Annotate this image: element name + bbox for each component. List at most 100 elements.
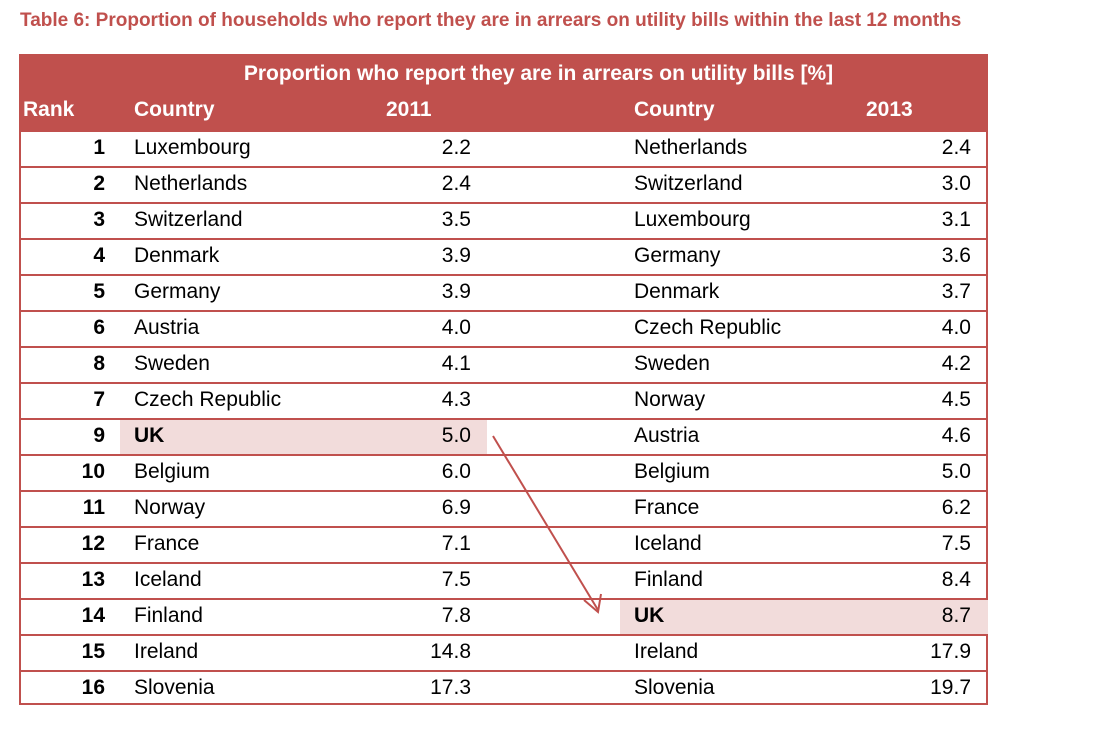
table-row: 9 UK 5.0 Austria 4.6: [21, 418, 986, 454]
value-2011-cell: 4.1: [441, 352, 471, 375]
rank-cell: 3: [93, 208, 105, 231]
country-2013-cell: Luxembourg: [634, 208, 751, 231]
country-2013-cell: Finland: [634, 568, 703, 591]
table-row: 15 Ireland 14.8 Ireland 17.9: [21, 634, 986, 670]
value-2013-cell: 19.7: [930, 676, 971, 699]
header-year-2011: 2011: [386, 98, 432, 121]
rank-cell: 4: [93, 244, 105, 267]
value-2013-cell: 2.4: [941, 136, 971, 159]
rank-cell: 5: [93, 280, 105, 303]
country-2013-cell: Sweden: [634, 352, 710, 375]
country-2013-cell: Netherlands: [634, 136, 748, 159]
value-2011-cell: 7.1: [441, 532, 471, 555]
country-2011-cell: Norway: [134, 496, 206, 519]
value-2013-cell: 8.7: [941, 604, 971, 627]
country-2011-cell: Switzerland: [134, 208, 243, 231]
value-2013-cell: 3.6: [941, 244, 971, 267]
header-title: Proportion who report they are in arrear…: [243, 62, 834, 85]
header-rank: Rank: [23, 98, 75, 121]
country-2011-cell: Iceland: [134, 568, 202, 591]
rank-cell: 7: [93, 388, 105, 411]
country-2011-cell: France: [134, 532, 200, 555]
value-2013-cell: 8.4: [941, 568, 971, 591]
rank-cell: 6: [93, 316, 105, 339]
value-2013-cell: 3.0: [941, 172, 971, 195]
table-row: 12 France 7.1 Iceland 7.5: [21, 526, 986, 562]
country-2011-cell: Finland: [134, 604, 203, 627]
country-2011-cell: UK: [134, 424, 165, 447]
table-row: 4 Denmark 3.9 Germany 3.6: [21, 238, 986, 274]
value-2011-cell: 2.2: [441, 136, 471, 159]
value-2011-cell: 3.9: [441, 244, 471, 267]
value-2013-cell: 3.1: [941, 208, 971, 231]
value-2011-cell: 7.5: [441, 568, 471, 591]
table-row: 7 Czech Republic 4.3 Norway 4.5: [21, 382, 986, 418]
rank-cell: 2: [93, 172, 105, 195]
value-2011-cell: 3.9: [441, 280, 471, 303]
table-row: 5 Germany 3.9 Denmark 3.7: [21, 274, 986, 310]
value-2013-cell: 4.6: [941, 424, 971, 447]
value-2011-cell: 5.0: [441, 424, 471, 447]
rank-cell: 15: [81, 640, 105, 663]
country-2011-cell: Ireland: [134, 640, 199, 663]
header-year-2013: 2013: [866, 98, 913, 121]
country-2013-cell: Iceland: [634, 532, 702, 555]
country-2011-cell: Czech Republic: [134, 388, 282, 411]
table-row: 16 Slovenia 17.3 Slovenia 19.7: [21, 670, 986, 706]
value-2013-cell: 7.5: [941, 532, 971, 555]
value-2013-cell: 17.9: [930, 640, 971, 663]
value-2011-cell: 6.9: [441, 496, 471, 519]
table-header: Proportion who report they are in arrear…: [21, 56, 986, 130]
rank-cell: 12: [81, 532, 105, 555]
rank-cell: 8: [93, 352, 105, 375]
table-row: 1 Luxembourg 2.2 Netherlands 2.4: [21, 130, 986, 166]
value-2011-cell: 3.5: [441, 208, 471, 231]
value-2013-cell: 6.2: [941, 496, 971, 519]
value-2013-cell: 3.7: [941, 280, 971, 303]
country-2013-cell: UK: [634, 604, 665, 627]
table-row: 8 Sweden 4.1 Sweden 4.2: [21, 346, 986, 382]
country-2013-cell: Norway: [634, 388, 706, 411]
table-row: 6 Austria 4.0 Czech Republic 4.0: [21, 310, 986, 346]
ranking-table: Proportion who report they are in arrear…: [19, 54, 988, 705]
rank-cell: 9: [93, 424, 105, 447]
value-2011-cell: 4.3: [441, 388, 471, 411]
country-2013-cell: Switzerland: [634, 172, 743, 195]
highlight-2013: [620, 600, 988, 634]
country-2011-cell: Netherlands: [134, 172, 248, 195]
highlight-2011: [120, 420, 487, 454]
header-country-2013: Country: [634, 98, 715, 121]
country-2013-cell: Belgium: [634, 460, 710, 483]
rank-cell: 16: [81, 676, 105, 699]
rank-cell: 1: [93, 136, 105, 159]
table-row: 11 Norway 6.9 France 6.2: [21, 490, 986, 526]
country-2013-cell: France: [634, 496, 700, 519]
country-2013-cell: Denmark: [634, 280, 720, 303]
header-country-2011: Country: [134, 98, 215, 121]
table-row: 3 Switzerland 3.5 Luxembourg 3.1: [21, 202, 986, 238]
rank-cell: 10: [81, 460, 105, 483]
value-2011-cell: 17.3: [430, 676, 471, 699]
value-2013-cell: 4.0: [941, 316, 971, 339]
value-2013-cell: 5.0: [941, 460, 971, 483]
value-2013-cell: 4.2: [941, 352, 971, 375]
rank-cell: 11: [82, 496, 105, 519]
country-2011-cell: Austria: [134, 316, 200, 339]
country-2013-cell: Germany: [634, 244, 721, 267]
country-2013-cell: Ireland: [634, 640, 699, 663]
country-2011-cell: Denmark: [134, 244, 220, 267]
country-2011-cell: Luxembourg: [134, 136, 251, 159]
table-row: 2 Netherlands 2.4 Switzerland 3.0: [21, 166, 986, 202]
country-2013-cell: Slovenia: [634, 676, 715, 699]
country-2011-cell: Belgium: [134, 460, 210, 483]
table-row: 14 Finland 7.8 UK 8.7: [21, 598, 988, 634]
country-2013-cell: Czech Republic: [634, 316, 782, 339]
country-2011-cell: Slovenia: [134, 676, 215, 699]
country-2013-cell: Austria: [634, 424, 700, 447]
value-2013-cell: 4.5: [941, 388, 971, 411]
rank-cell: 13: [81, 568, 105, 591]
table-caption: Table 6: Proportion of households who re…: [20, 10, 962, 31]
country-2011-cell: Germany: [134, 280, 221, 303]
value-2011-cell: 6.0: [441, 460, 471, 483]
